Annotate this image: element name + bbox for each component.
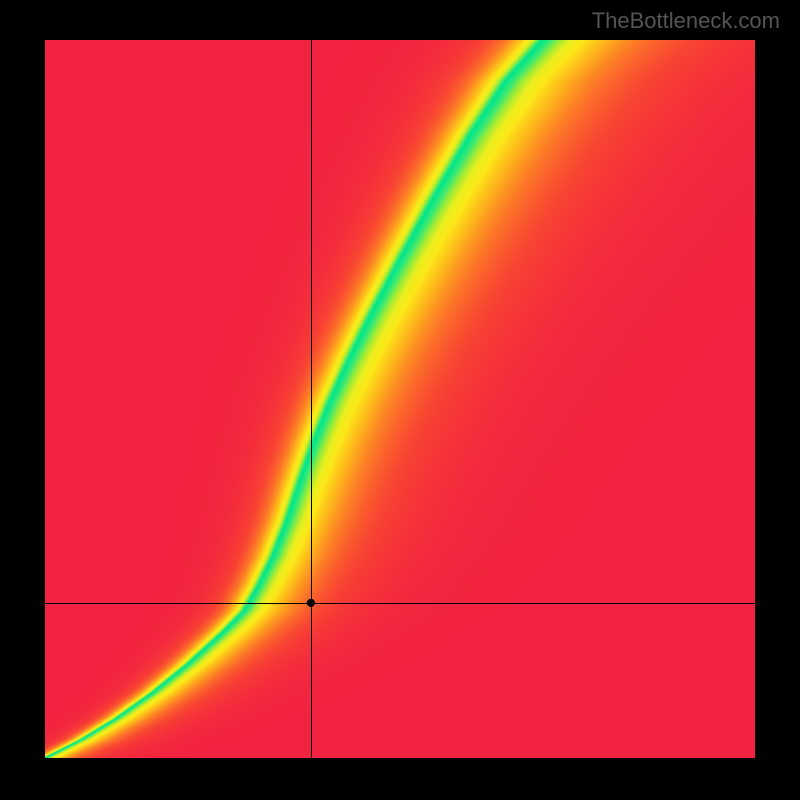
- chart-container: TheBottleneck.com: [0, 0, 800, 800]
- heatmap-canvas: [45, 40, 755, 758]
- watermark-text: TheBottleneck.com: [592, 8, 780, 34]
- plot-area: [45, 40, 755, 758]
